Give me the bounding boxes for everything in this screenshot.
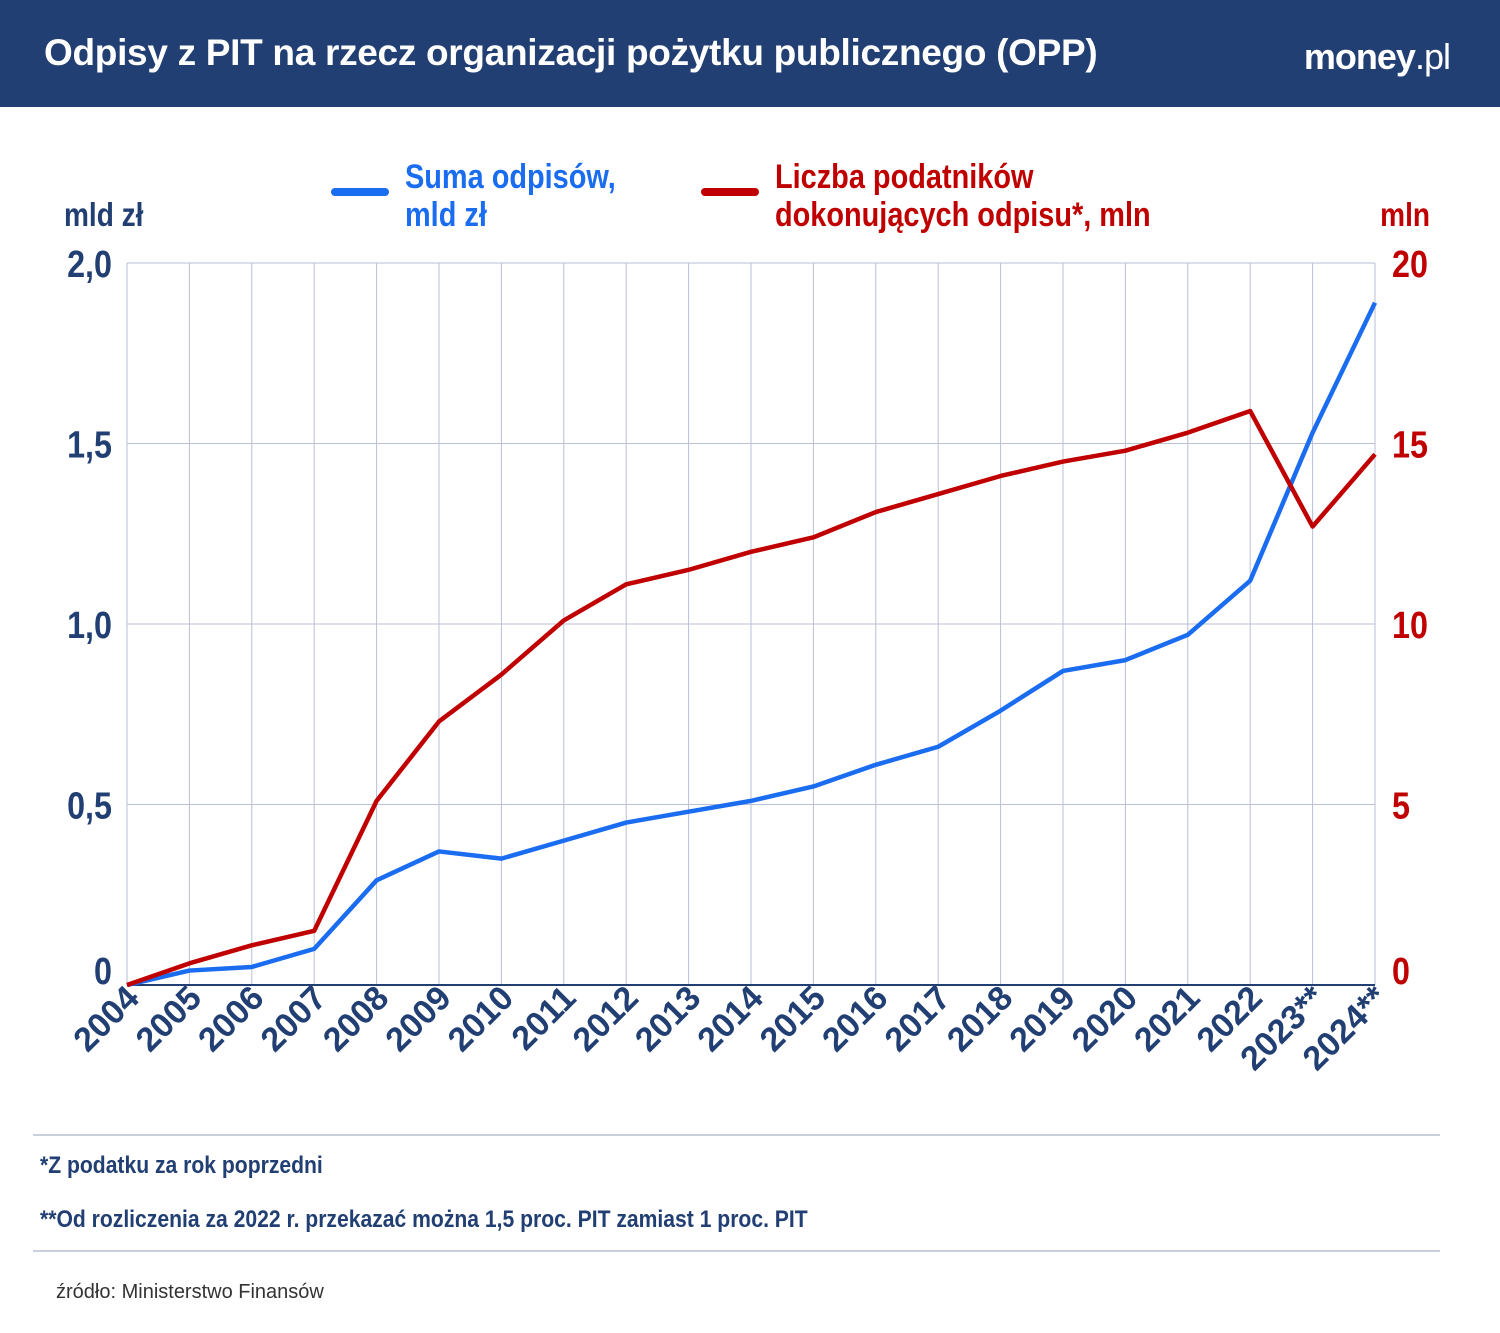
y-tick-right: 5	[1392, 785, 1410, 827]
legend-label: dokonujących odpisu*, mln	[775, 195, 1151, 234]
legend-label: Suma odpisów,	[405, 157, 616, 196]
x-tick-label: 2006	[191, 979, 271, 1059]
x-tick-label: 2008	[316, 979, 396, 1059]
y-axis-label-right: mln	[1380, 197, 1430, 234]
header: Odpisy z PIT na rzecz organizacji pożytk…	[0, 0, 1500, 107]
legend-label: Liczba podatników	[775, 157, 1034, 196]
source-note: źródło: Ministerstwo Finansów	[56, 1281, 324, 1303]
x-tick-label: 2019	[1002, 979, 1082, 1059]
x-tick-label: 2020	[1065, 979, 1145, 1059]
x-tick-label: 2013	[628, 979, 708, 1059]
x-tick-label: 2015	[753, 979, 833, 1059]
x-tick-label: 2014	[690, 979, 770, 1059]
y-tick-right: 0	[1392, 951, 1410, 993]
x-tick-label: 2016	[815, 979, 895, 1059]
x-tick-label: 2004	[66, 979, 146, 1059]
x-tick-label: 2007	[254, 979, 334, 1059]
x-tick-label: 2005	[129, 979, 209, 1059]
x-tick-label: 2018	[940, 979, 1020, 1059]
x-tick-label: 2012	[566, 979, 646, 1059]
y-tick-left: 1,0	[67, 605, 112, 647]
x-tick-label: 2009	[378, 979, 458, 1059]
y-tick-left: 2,0	[67, 244, 112, 286]
divider	[33, 1134, 1440, 1136]
chart-title: Odpisy z PIT na rzecz organizacji pożytk…	[44, 32, 1098, 73]
x-tick-label: 2021	[1127, 979, 1207, 1059]
x-tick-label: 2011	[504, 979, 583, 1058]
y-tick-right: 15	[1392, 424, 1428, 466]
money-pl-logo: money.pl	[1303, 36, 1451, 77]
divider	[33, 1250, 1440, 1252]
footnote-1: *Z podatku za rok poprzedni	[40, 1152, 323, 1179]
footnote-2: **Od rozliczenia za 2022 r. przekazać mo…	[40, 1206, 808, 1233]
y-tick-left: 0	[94, 951, 112, 993]
legend-label: mld zł	[405, 195, 487, 234]
x-tick-label: 2017	[878, 979, 958, 1059]
y-tick-right: 20	[1392, 244, 1428, 286]
y-axis-label-left: mld zł	[64, 197, 144, 234]
y-tick-left: 0,5	[67, 785, 112, 827]
y-tick-left: 1,5	[67, 424, 112, 466]
y-tick-right: 10	[1392, 605, 1428, 647]
x-tick-label: 2010	[441, 979, 521, 1059]
